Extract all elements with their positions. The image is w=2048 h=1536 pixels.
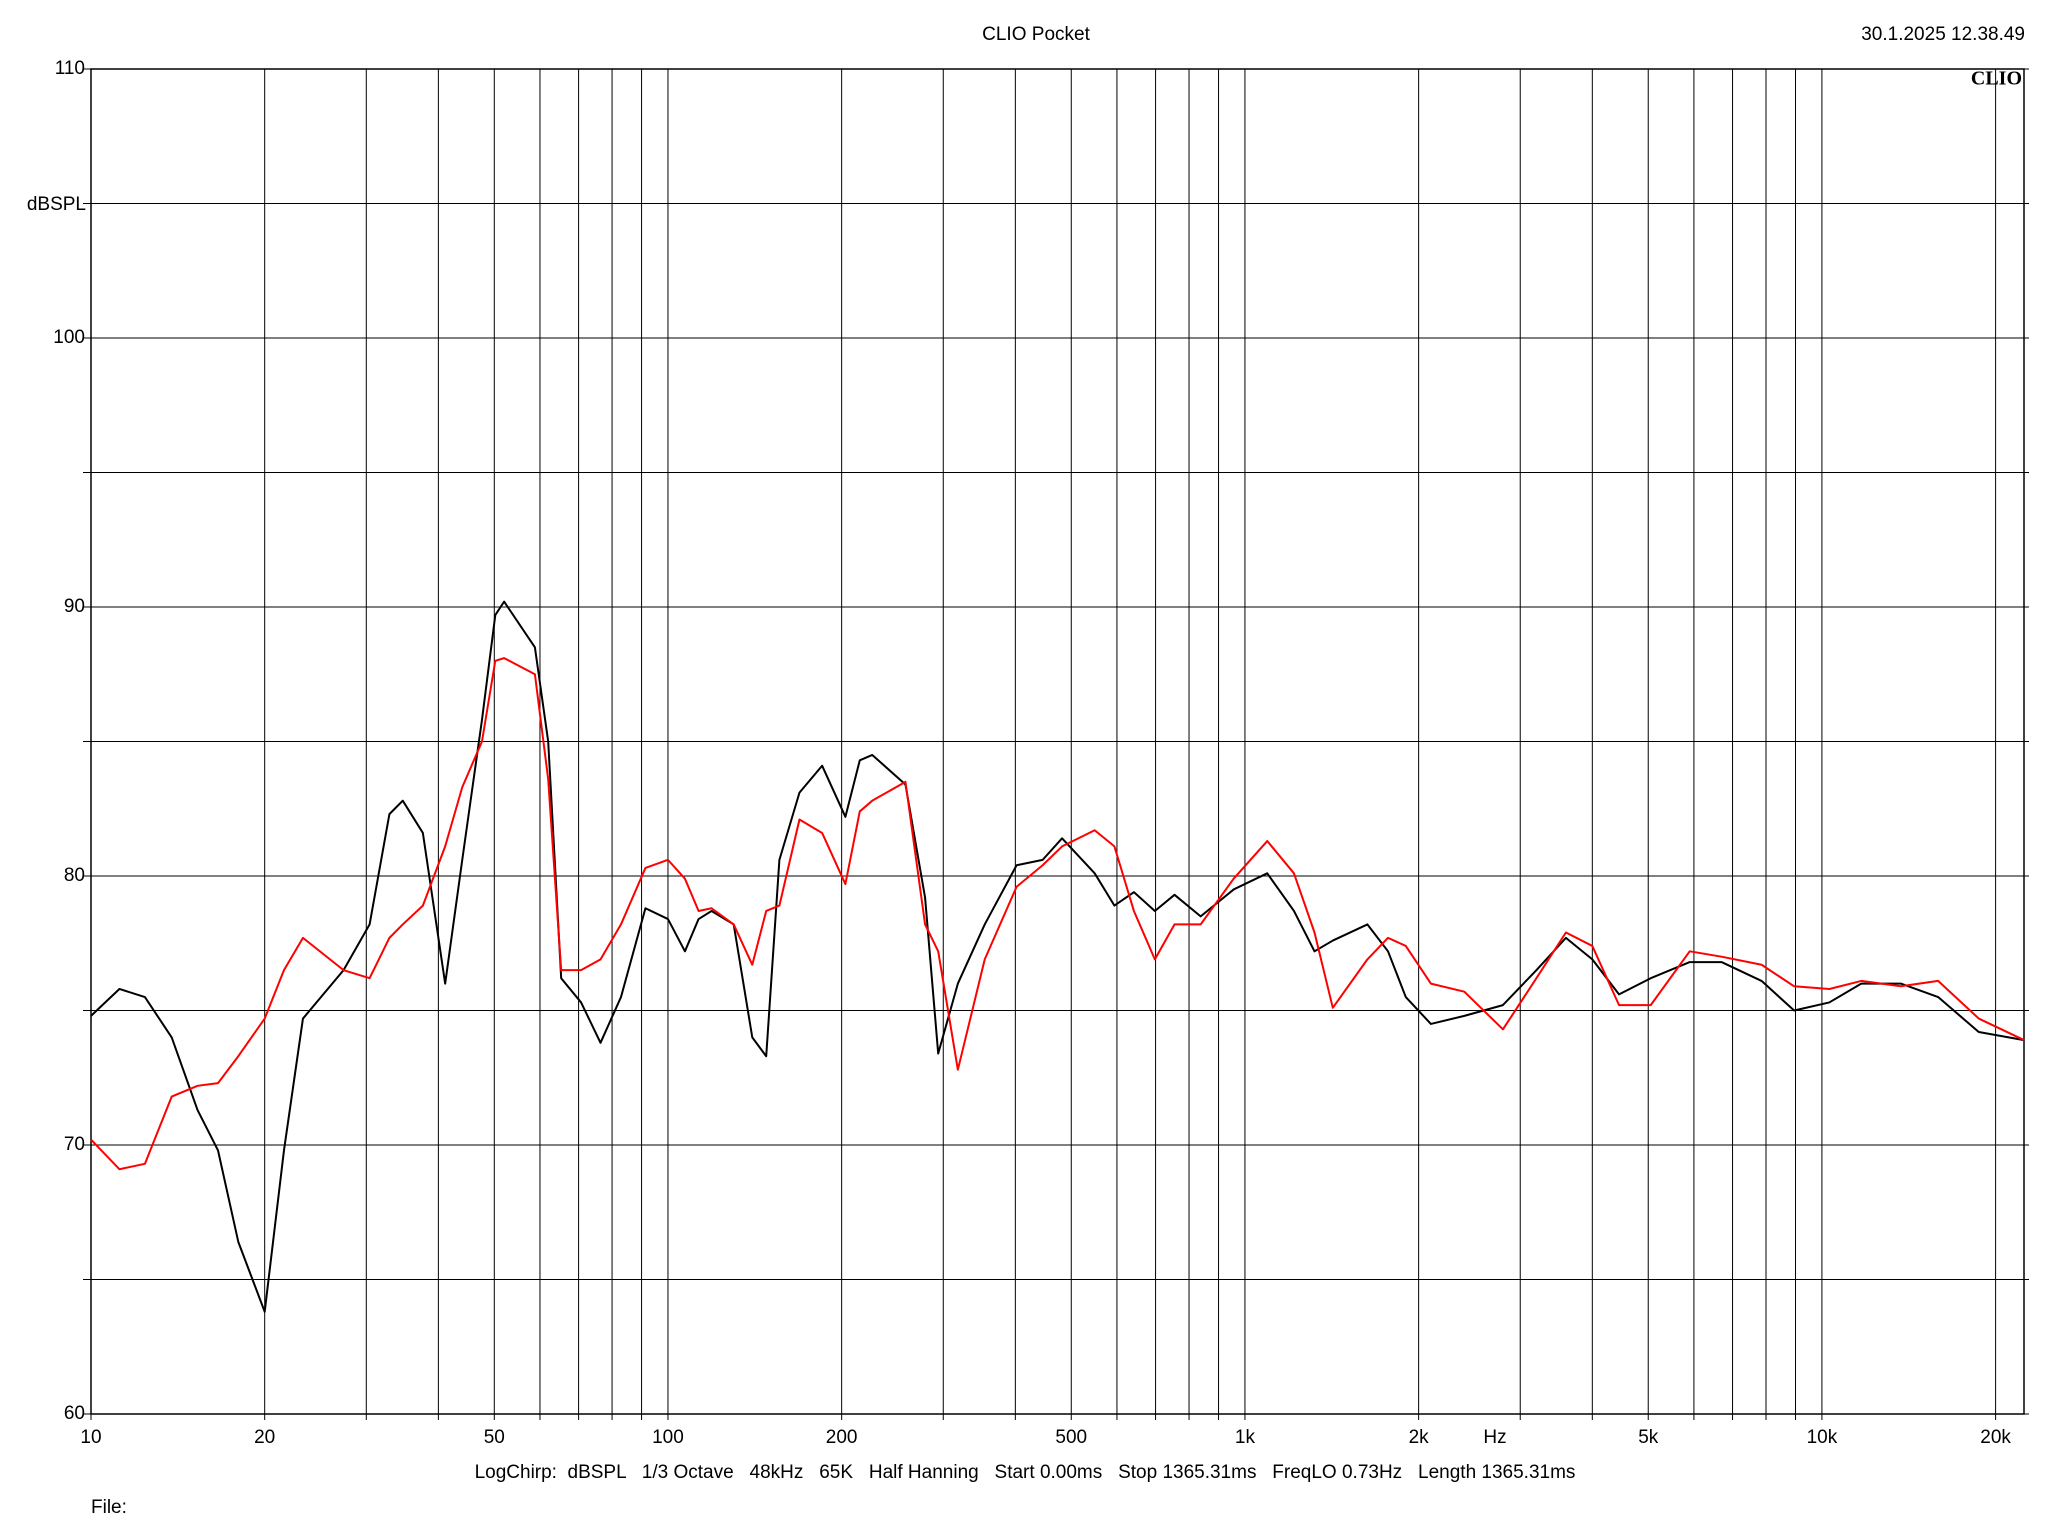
x-tick-label: 5k — [1638, 1427, 1659, 1448]
file-label: File: — [91, 1497, 127, 1518]
y-tick-label: 100 — [53, 327, 85, 348]
y-axis-label: dBSPL — [27, 194, 86, 215]
footer: LogChirp: dBSPL 1/3 Octave 48kHz 65K Hal… — [475, 1462, 1576, 1483]
x-tick-label: 1k — [1235, 1427, 1256, 1448]
series-line — [90, 600, 2025, 1313]
x-tick-label: 500 — [1055, 1427, 1087, 1448]
y-tick-label: 80 — [64, 865, 85, 886]
x-tick-label: 20 — [254, 1427, 275, 1448]
x-axis-label: Hz — [1483, 1427, 1506, 1448]
x-tick-label: 10k — [1807, 1427, 1838, 1448]
y-tick-label: 90 — [64, 596, 85, 617]
logo: CLIO — [1971, 68, 2022, 90]
x-tick-label: 50 — [484, 1427, 505, 1448]
chart-title: CLIO Pocket — [982, 24, 1090, 45]
x-tick-label: 2k — [1409, 1427, 1430, 1448]
x-tick-label: 10 — [80, 1427, 101, 1448]
x-tick-label: 100 — [652, 1427, 684, 1448]
y-tick-label: 110 — [55, 58, 85, 79]
y-tick-label: 60 — [64, 1403, 85, 1424]
y-tick-label: 70 — [64, 1134, 85, 1155]
series-line — [90, 657, 2025, 1171]
x-tick-label: 20k — [1980, 1427, 2011, 1448]
plot-frame — [90, 68, 2025, 1415]
x-tick-label: 200 — [826, 1427, 858, 1448]
timestamp: 30.1.2025 12.38.49 — [1861, 24, 2025, 45]
